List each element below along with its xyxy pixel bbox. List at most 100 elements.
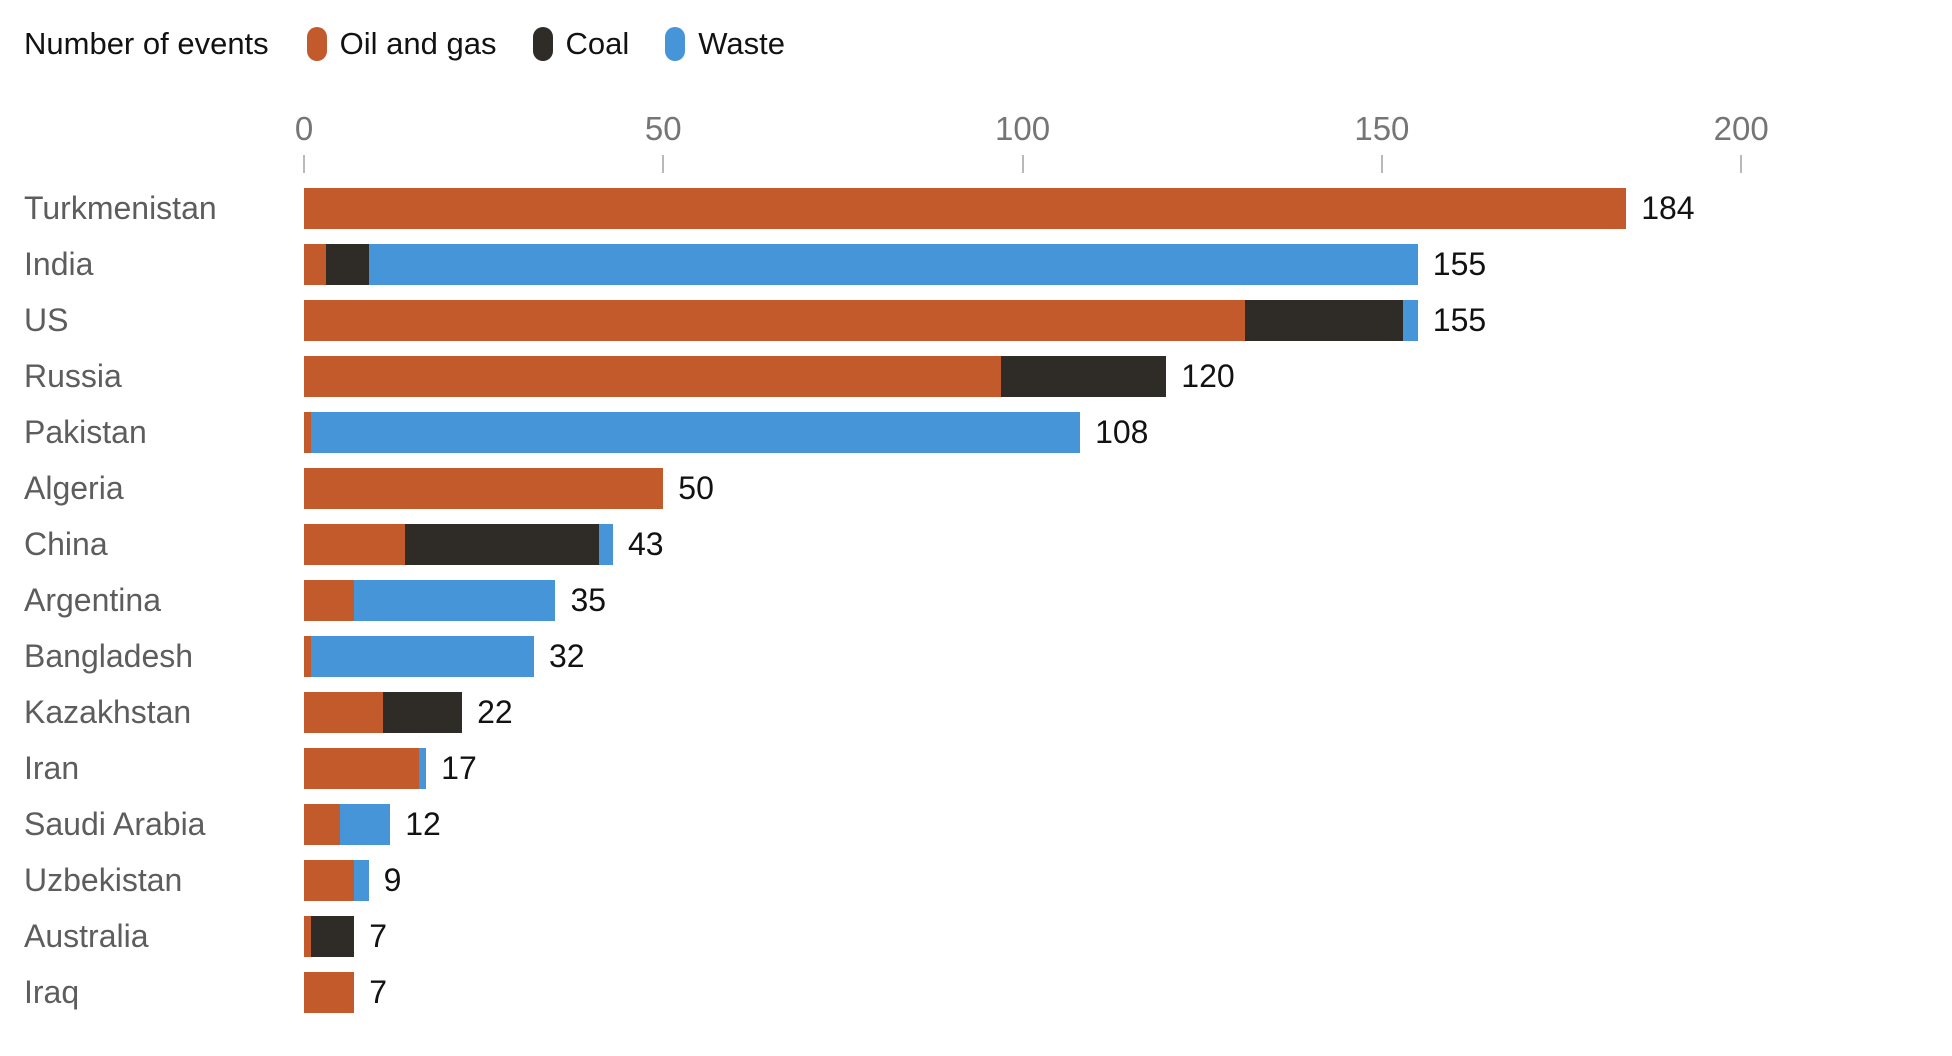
bar-segment-oil-and-gas <box>304 692 384 733</box>
bar-segment-oil-and-gas <box>304 748 419 789</box>
x-tick-mark <box>303 155 305 173</box>
bar-segment-coal <box>325 244 369 285</box>
stacked-bar <box>304 860 369 901</box>
bar-segment-coal <box>404 524 599 565</box>
country-label: Kazakhstan <box>24 694 192 730</box>
bar-segment-waste <box>418 748 427 789</box>
bar-row: Algeria 50 <box>24 468 1928 509</box>
bar-row: Argentina 35 <box>24 580 1928 621</box>
bar-segment-oil-and-gas <box>304 356 1002 397</box>
total-value-label: 7 <box>369 974 388 1010</box>
bar-segment-coal <box>311 916 355 957</box>
x-tick-label: 50 <box>644 110 682 147</box>
stacked-bar <box>304 356 1167 397</box>
total-value-label: 17 <box>441 750 477 786</box>
total-value-label: 184 <box>1641 190 1695 226</box>
legend-item-coal: Coal <box>532 26 629 62</box>
bar-rows: Turkmenistan 184 India 155 US 155 Russia… <box>24 188 1928 1013</box>
country-label: US <box>24 302 69 338</box>
legend-swatch <box>665 27 686 61</box>
bar-segment-waste <box>354 580 556 621</box>
country-label: Russia <box>24 358 122 394</box>
chart-title: Number of events <box>24 26 269 61</box>
stacked-bar <box>304 748 427 789</box>
bar-area: 43 <box>304 524 1928 565</box>
country-label: Bangladesh <box>24 638 194 674</box>
x-axis-tick-marks <box>303 150 1928 176</box>
country-label: Iraq <box>24 974 80 1010</box>
bar-segment-oil-and-gas <box>304 916 312 957</box>
x-tick-mark <box>662 155 665 173</box>
bar-segment-waste <box>1403 300 1418 341</box>
bar-segment-waste <box>311 636 534 677</box>
bar-area: 7 <box>304 916 1928 957</box>
chart-header: Number of events Oil and gas Coal Waste <box>24 26 1928 62</box>
total-value-label: 50 <box>678 470 714 506</box>
stacked-bar <box>304 692 463 733</box>
total-value-label: 120 <box>1181 358 1235 394</box>
bar-row: Pakistan 108 <box>24 412 1928 453</box>
bar-segment-waste <box>311 412 1081 453</box>
bar-area: 155 <box>304 300 1928 341</box>
bar-area: 184 <box>304 188 1928 229</box>
bar-segment-waste <box>368 244 1418 285</box>
bar-segment-waste <box>598 524 613 565</box>
x-axis: 0 50 100 150 200 <box>295 110 1928 150</box>
bar-segment-waste <box>339 804 391 845</box>
bar-segment-oil-and-gas <box>304 244 326 285</box>
country-label: Australia <box>24 918 149 954</box>
bar-segment-oil-and-gas <box>304 468 664 509</box>
stacked-bar <box>304 972 355 1013</box>
stacked-bar <box>304 524 613 565</box>
stacked-bar <box>304 580 556 621</box>
country-label: Iran <box>24 750 80 786</box>
bar-segment-coal <box>1001 356 1167 397</box>
legend: Oil and gas Coal Waste <box>306 26 785 62</box>
bar-row: US 155 <box>24 300 1928 341</box>
legend-item-waste: Waste <box>665 26 785 62</box>
total-value-label: 155 <box>1432 302 1487 338</box>
bar-row: India 155 <box>24 244 1928 285</box>
bar-row: Turkmenistan 184 <box>24 188 1928 229</box>
stacked-bar <box>304 468 664 509</box>
bar-row: Bangladesh 32 <box>24 636 1928 677</box>
bar-segment-oil-and-gas <box>304 860 355 901</box>
bar-area: 35 <box>304 580 1928 621</box>
stacked-bar <box>304 188 1627 229</box>
country-label: Saudi Arabia <box>24 806 206 842</box>
bar-area: 50 <box>304 468 1928 509</box>
bar-row: Iraq 7 <box>24 972 1928 1013</box>
bar-segment-waste <box>354 860 369 901</box>
country-label: Pakistan <box>24 414 147 450</box>
bar-segment-oil-and-gas <box>304 524 405 565</box>
bar-area: 9 <box>304 860 1928 901</box>
x-tick-label: 150 <box>1354 110 1410 147</box>
bar-row: Saudi Arabia 12 <box>24 804 1928 845</box>
bar-segment-oil-and-gas <box>304 972 355 1013</box>
x-tick-mark <box>1021 155 1024 173</box>
total-value-label: 155 <box>1432 246 1487 282</box>
total-value-label: 7 <box>369 918 388 954</box>
legend-label: Oil and gas <box>339 26 497 61</box>
bar-row: Iran 17 <box>24 748 1928 789</box>
bar-row: Kazakhstan 22 <box>24 692 1928 733</box>
total-value-label: 12 <box>405 806 441 842</box>
bar-segment-coal <box>1245 300 1404 341</box>
country-label: Uzbekistan <box>24 862 183 898</box>
bar-area: 17 <box>304 748 1928 789</box>
stacked-bar <box>304 636 534 677</box>
x-tick-mark <box>1380 155 1383 173</box>
country-label: China <box>24 526 108 562</box>
stacked-bar <box>304 916 355 957</box>
bar-segment-oil-and-gas <box>304 300 1246 341</box>
x-tick-label: 100 <box>995 110 1051 147</box>
bar-area: 120 <box>304 356 1928 397</box>
bar-segment-oil-and-gas <box>304 636 312 677</box>
total-value-label: 35 <box>570 582 607 618</box>
bar-row: Australia 7 <box>24 916 1928 957</box>
country-label: Turkmenistan <box>24 190 217 226</box>
x-tick-label: 200 <box>1713 110 1769 147</box>
country-label: India <box>24 246 94 282</box>
bar-segment-oil-and-gas <box>304 188 1627 229</box>
total-value-label: 43 <box>627 526 664 562</box>
